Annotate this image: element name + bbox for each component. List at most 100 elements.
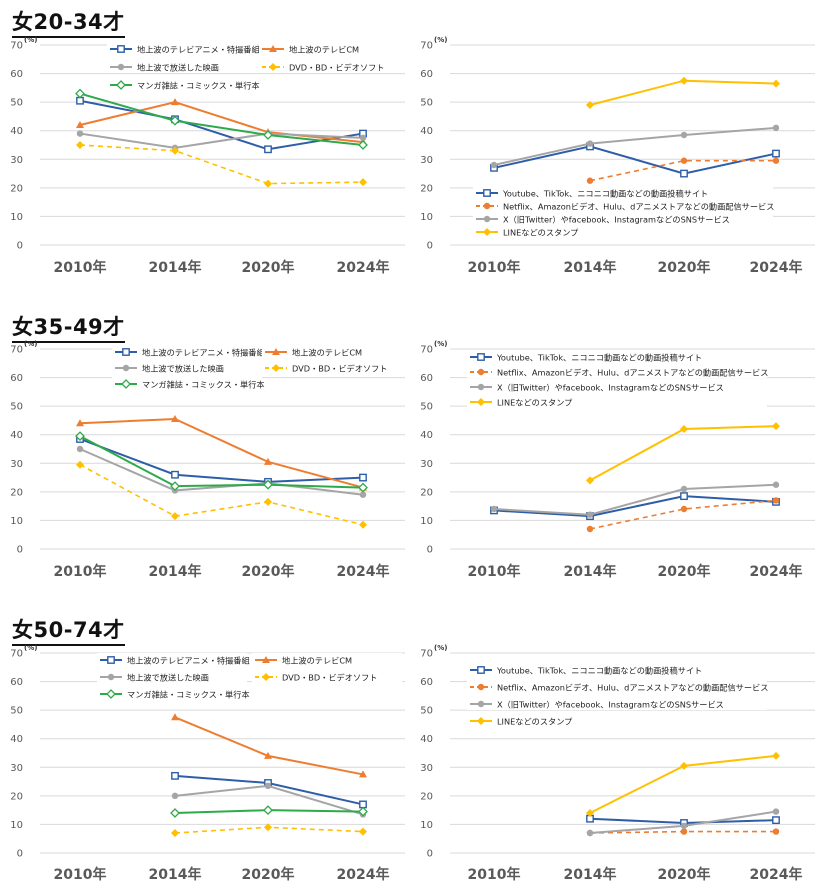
series-line <box>79 92 364 146</box>
data-point <box>171 512 179 521</box>
legend-label: 地上波で放送した映画 <box>142 364 224 374</box>
legend-label: DVD・BD・ビデオソフト <box>292 364 388 374</box>
legend-item: Netflix、Amazonビデオ、Hulu、dアニメストアなどの動画配信サービ… <box>467 365 768 378</box>
series-5 <box>75 431 368 493</box>
y-tick-label: 20 <box>420 487 433 498</box>
y-tick-label: 50 <box>10 706 23 717</box>
legend-marker <box>483 189 491 197</box>
legend-bg <box>467 663 767 676</box>
series-line <box>493 495 777 518</box>
legend-marker <box>107 673 115 681</box>
series-4 <box>171 823 367 837</box>
data-point <box>772 422 780 431</box>
y-tick-label: 60 <box>420 373 433 384</box>
legend: 地上波のテレビアニメ・特撮番組 地上波のテレビCM 地上波で放送した映画 DVD・BD… <box>97 653 402 700</box>
legend-label: LINEなどのスタンプ <box>503 228 579 238</box>
y-tick-label: 20 <box>420 791 433 802</box>
y-tick-label: 70 <box>420 649 433 660</box>
legend-item: 地上波で放送した映画 <box>107 60 257 73</box>
y-tick-label: 30 <box>10 763 23 774</box>
series-line <box>79 435 364 489</box>
series-line <box>493 145 777 175</box>
series-line <box>493 126 777 166</box>
data-point <box>264 179 272 188</box>
legend-label: マンガ雑誌・コミックス・単行本 <box>127 690 250 700</box>
gridlines <box>450 348 815 550</box>
series-line <box>174 716 364 776</box>
chart-f35-49-traditional: 0 10 20 30 40 50 60 70(%) 2010年 2014年 2020年 2024年 地上… <box>10 340 412 580</box>
data-point <box>171 470 179 479</box>
legend-bg <box>473 212 773 225</box>
y-tick-label: 40 <box>420 734 433 745</box>
legend-marker <box>483 228 491 236</box>
legend: 地上波のテレビアニメ・特撮番組 地上波のテレビCM 地上波で放送した映画 DVD・BD… <box>112 345 412 390</box>
data-point <box>359 827 367 836</box>
y-tick-label: 0 <box>427 545 433 556</box>
data-point <box>171 829 179 837</box>
legend-bg <box>473 199 773 212</box>
series-line <box>493 483 777 516</box>
legend-bg <box>107 42 257 55</box>
legend: 地上波のテレビアニメ・特撮番組 地上波のテレビCM 地上波で放送した映画 DVD・BD… <box>107 42 409 91</box>
data-point <box>75 431 85 442</box>
legend: Youtube、TikTok、ニコニコ動画などの動画投稿サイト Netflix、A… <box>473 186 774 238</box>
data-point <box>358 806 368 817</box>
data-point <box>171 771 179 780</box>
legend-item: DVD・BD・ビデオソフト <box>252 670 402 683</box>
y-axis-unit: (%) <box>24 340 37 348</box>
data-point <box>772 808 780 815</box>
legend-bg <box>112 345 262 358</box>
y-tick-label: 50 <box>10 402 23 413</box>
legend-bg <box>467 697 767 710</box>
legend-item: Youtube、TikTok、ニコニコ動画などの動画投稿サイト <box>467 350 767 363</box>
series-4 <box>586 422 780 485</box>
x-tick-label: 2020年 <box>242 259 295 276</box>
y-tick-label: 50 <box>420 706 433 717</box>
data-point <box>264 145 272 154</box>
legend-marker <box>262 656 270 663</box>
series-line <box>589 159 776 182</box>
y-tick-label: 0 <box>17 545 23 556</box>
legend-label: マンガ雑誌・コミックス・単行本 <box>137 81 260 91</box>
y-tick-label: 70 <box>420 345 433 356</box>
legend-bg <box>259 42 409 55</box>
y-tick-label: 40 <box>10 734 23 745</box>
legend-label: Youtube、TikTok、ニコニコ動画などの動画投稿サイト <box>502 189 708 199</box>
data-point <box>359 473 367 482</box>
legend-item: Youtube、TikTok、ニコニコ動画などの動画投稿サイト <box>467 663 767 676</box>
y-axis-unit: (%) <box>434 644 447 652</box>
data-point <box>359 520 367 529</box>
series-2 <box>586 497 780 533</box>
legend-bg <box>112 377 262 390</box>
data-point <box>359 178 367 187</box>
data-point <box>76 460 84 469</box>
data-point <box>263 805 273 816</box>
series-line <box>589 499 777 530</box>
data-point <box>586 511 594 518</box>
data-point <box>772 149 780 158</box>
legend-item: DVD・BD・ビデオソフト <box>259 60 409 73</box>
y-axis-unit: (%) <box>24 644 37 652</box>
legend-bg <box>467 714 767 727</box>
data-point <box>772 79 780 88</box>
legend-marker <box>477 666 485 674</box>
data-point <box>490 161 498 169</box>
legend-label: Netflix、Amazonビデオ、Hulu、dアニメストアなどの動画配信サービ… <box>503 202 774 212</box>
y-tick-label: 50 <box>420 98 433 109</box>
legend-label: マンガ雑誌・コミックス・単行本 <box>142 380 265 390</box>
series-5 <box>170 805 368 818</box>
legend-marker <box>107 656 115 664</box>
data-point <box>490 505 498 513</box>
y-tick-label: 50 <box>10 98 23 109</box>
legend-item: 地上波のテレビCM <box>259 42 409 55</box>
y-tick-label: 60 <box>420 69 433 80</box>
data-point <box>264 782 272 790</box>
legend-bg <box>473 225 773 238</box>
legend-marker <box>262 673 270 681</box>
data-point <box>170 808 180 818</box>
y-tick-label: 40 <box>420 126 433 137</box>
x-tick-label: 2014年 <box>149 866 202 883</box>
series-4 <box>586 76 780 109</box>
series-5 <box>75 88 368 150</box>
data-point <box>76 141 84 149</box>
